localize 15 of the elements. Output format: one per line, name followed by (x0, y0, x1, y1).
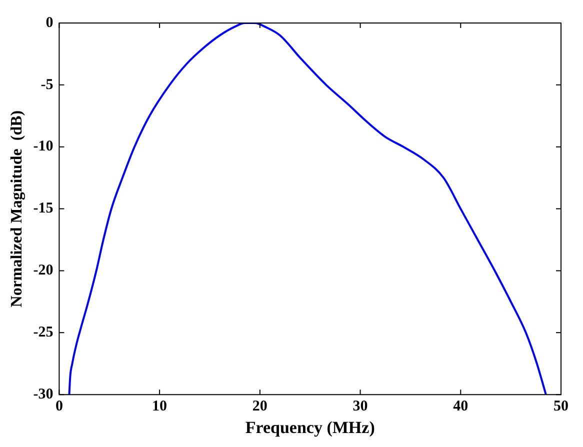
y-tick-label: -30 (33, 386, 54, 402)
x-tick-label: 50 (554, 398, 568, 414)
line-series (68, 23, 547, 395)
y-tick-label: -5 (40, 76, 54, 93)
x-tick-label: 20 (252, 398, 268, 414)
x-tick-label: 40 (453, 398, 468, 414)
y-tick-label: 0 (46, 14, 54, 31)
y-tick-label: -10 (33, 138, 54, 155)
y-tick-label: -25 (33, 324, 54, 341)
x-tick-label: 30 (352, 398, 368, 414)
y-tick-label: -15 (33, 200, 54, 217)
y-axis-title: Normalized Magnitude (dB) (8, 110, 26, 308)
y-tick-label: -20 (33, 262, 54, 279)
x-axis-title: Frequency (MHz) (245, 418, 375, 438)
x-tick-label: 10 (152, 398, 168, 414)
